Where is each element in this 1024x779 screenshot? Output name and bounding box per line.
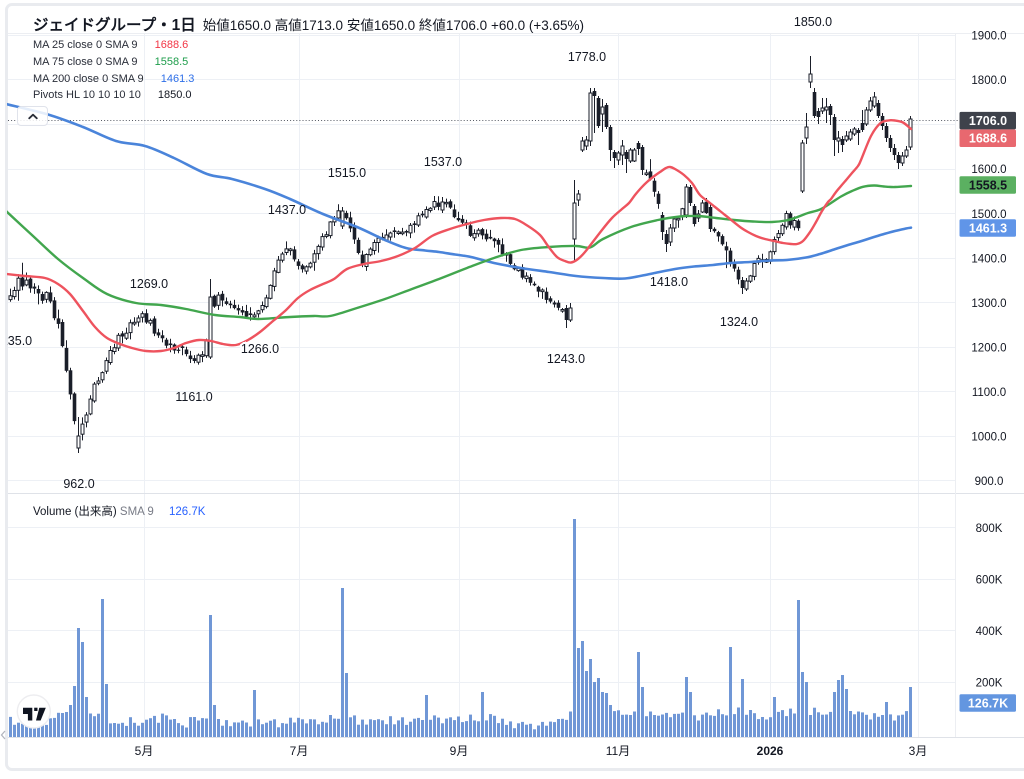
svg-text:11月: 11月 (606, 744, 630, 758)
svg-text:1418.0: 1418.0 (650, 275, 688, 289)
svg-text:1461.3: 1461.3 (969, 221, 1007, 235)
svg-text:962.0: 962.0 (63, 477, 94, 491)
svg-text:5月: 5月 (135, 744, 154, 758)
svg-text:1000.0: 1000.0 (971, 432, 1006, 444)
svg-text:400K: 400K (976, 626, 1003, 638)
svg-text:1243.0: 1243.0 (547, 352, 585, 366)
svg-text:3月: 3月 (909, 744, 928, 758)
svg-text:1537.0: 1537.0 (424, 155, 462, 169)
svg-text:1850.0: 1850.0 (794, 15, 832, 29)
svg-text:1200.0: 1200.0 (971, 342, 1006, 354)
svg-text:1100.0: 1100.0 (972, 387, 1006, 399)
svg-text:1900.0: 1900.0 (971, 31, 1006, 43)
svg-text:1558.5: 1558.5 (969, 178, 1007, 192)
svg-text:126.7K: 126.7K (968, 696, 1008, 710)
svg-text:200K: 200K (976, 678, 1003, 690)
svg-text:1235.0: 1235.0 (0, 334, 32, 348)
svg-text:2026: 2026 (757, 744, 784, 758)
svg-text:1800.0: 1800.0 (971, 75, 1006, 87)
svg-text:600K: 600K (976, 575, 1003, 587)
svg-text:1500.0: 1500.0 (971, 209, 1006, 221)
svg-text:800K: 800K (976, 523, 1003, 535)
svg-text:1300.0: 1300.0 (971, 298, 1006, 310)
svg-text:1266.0: 1266.0 (241, 342, 279, 356)
svg-text:1600.0: 1600.0 (971, 164, 1006, 176)
svg-text:1437.0: 1437.0 (268, 203, 306, 217)
svg-text:1161.0: 1161.0 (175, 390, 212, 404)
svg-text:7月: 7月 (290, 744, 309, 758)
svg-text:9月: 9月 (450, 744, 469, 758)
svg-text:1400.0: 1400.0 (971, 253, 1006, 265)
svg-text:1324.0: 1324.0 (720, 315, 758, 329)
svg-text:900.0: 900.0 (975, 476, 1004, 488)
svg-text:1778.0: 1778.0 (568, 50, 606, 64)
svg-text:1515.0: 1515.0 (328, 166, 366, 180)
svg-text:1706.0: 1706.0 (969, 114, 1007, 128)
svg-text:1688.6: 1688.6 (969, 132, 1007, 146)
svg-text:1269.0: 1269.0 (130, 277, 168, 291)
